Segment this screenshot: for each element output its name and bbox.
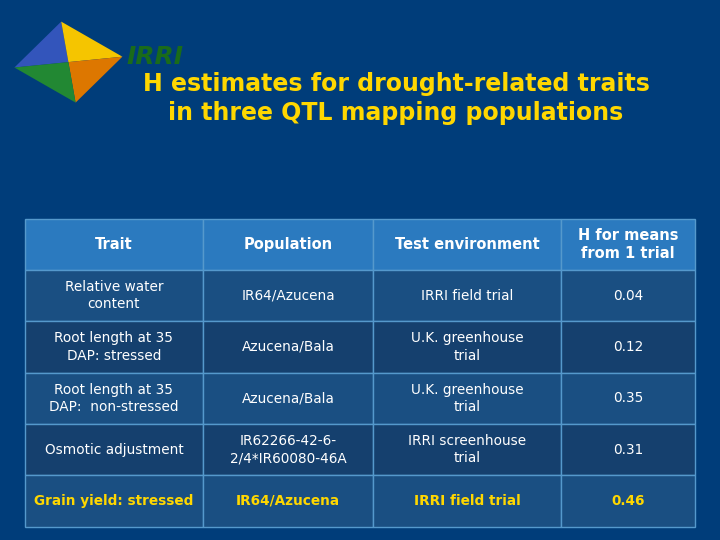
Text: 0.12: 0.12 xyxy=(613,340,643,354)
FancyBboxPatch shape xyxy=(25,373,202,424)
FancyBboxPatch shape xyxy=(561,373,695,424)
Polygon shape xyxy=(14,62,76,103)
FancyBboxPatch shape xyxy=(202,270,374,321)
Text: Test environment: Test environment xyxy=(395,237,539,252)
FancyBboxPatch shape xyxy=(25,270,202,321)
Text: Trait: Trait xyxy=(95,237,132,252)
FancyBboxPatch shape xyxy=(561,219,695,270)
FancyBboxPatch shape xyxy=(374,321,561,373)
Text: H for means
from 1 trial: H for means from 1 trial xyxy=(577,227,678,261)
Text: Azucena/Bala: Azucena/Bala xyxy=(242,340,335,354)
FancyBboxPatch shape xyxy=(374,373,561,424)
Text: in three QTL mapping populations: in three QTL mapping populations xyxy=(168,102,624,125)
FancyBboxPatch shape xyxy=(25,219,202,270)
Text: 0.46: 0.46 xyxy=(611,494,644,508)
Text: Root length at 35
DAP:  non-stressed: Root length at 35 DAP: non-stressed xyxy=(49,383,179,414)
Text: IR62266-42-6-
2/4*IR60080-46A: IR62266-42-6- 2/4*IR60080-46A xyxy=(230,434,346,465)
FancyBboxPatch shape xyxy=(202,424,374,475)
FancyBboxPatch shape xyxy=(561,424,695,475)
FancyBboxPatch shape xyxy=(374,424,561,475)
Text: Grain yield: stressed: Grain yield: stressed xyxy=(35,494,194,508)
Text: Root length at 35
DAP: stressed: Root length at 35 DAP: stressed xyxy=(55,332,174,362)
Text: Azucena/Bala: Azucena/Bala xyxy=(242,392,335,405)
Text: U.K. greenhouse
trial: U.K. greenhouse trial xyxy=(411,332,523,362)
Text: 0.04: 0.04 xyxy=(613,289,643,302)
Text: U.K. greenhouse
trial: U.K. greenhouse trial xyxy=(411,383,523,414)
FancyBboxPatch shape xyxy=(202,373,374,424)
FancyBboxPatch shape xyxy=(561,475,695,526)
FancyBboxPatch shape xyxy=(25,321,202,373)
FancyBboxPatch shape xyxy=(25,475,202,526)
FancyBboxPatch shape xyxy=(561,270,695,321)
Polygon shape xyxy=(61,22,122,62)
FancyBboxPatch shape xyxy=(25,424,202,475)
FancyBboxPatch shape xyxy=(202,219,374,270)
Text: IRRI screenhouse
trial: IRRI screenhouse trial xyxy=(408,434,526,465)
Text: IRRI: IRRI xyxy=(126,45,183,69)
Text: IRRI field trial: IRRI field trial xyxy=(414,494,521,508)
Text: 0.31: 0.31 xyxy=(613,443,643,456)
Polygon shape xyxy=(14,22,68,68)
Text: 0.35: 0.35 xyxy=(613,392,643,405)
FancyBboxPatch shape xyxy=(374,219,561,270)
Text: IR64/Azucena: IR64/Azucena xyxy=(241,289,335,302)
Text: Population: Population xyxy=(243,237,333,252)
FancyBboxPatch shape xyxy=(202,321,374,373)
FancyBboxPatch shape xyxy=(374,475,561,526)
Text: Osmotic adjustment: Osmotic adjustment xyxy=(45,443,184,456)
FancyBboxPatch shape xyxy=(561,321,695,373)
Text: Relative water
content: Relative water content xyxy=(65,280,163,311)
FancyBboxPatch shape xyxy=(202,475,374,526)
Text: IRRI field trial: IRRI field trial xyxy=(421,289,513,302)
Text: H estimates for drought-related traits: H estimates for drought-related traits xyxy=(143,72,649,96)
Polygon shape xyxy=(68,57,122,103)
Text: IR64/Azucena: IR64/Azucena xyxy=(236,494,340,508)
FancyBboxPatch shape xyxy=(374,270,561,321)
